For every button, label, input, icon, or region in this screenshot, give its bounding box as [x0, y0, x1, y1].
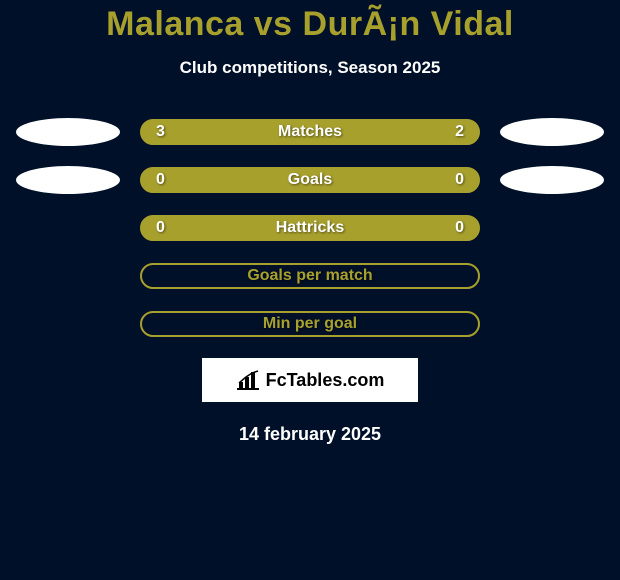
stat-row: 0Hattricks0 [0, 214, 620, 242]
stat-value-left: 0 [156, 171, 165, 189]
stat-label: Goals [142, 171, 478, 189]
stat-bar: Goals per match [140, 263, 480, 289]
brand-text: FcTables.com [266, 370, 385, 391]
avatar-spacer [500, 262, 604, 290]
stat-row: Min per goal [0, 310, 620, 338]
avatar-spacer [500, 310, 604, 338]
stat-rows: 3Matches20Goals00Hattricks0Goals per mat… [0, 118, 620, 338]
brand-box: FcTables.com [202, 358, 418, 402]
page-subtitle: Club competitions, Season 2025 [0, 58, 620, 78]
avatar-spacer [16, 214, 120, 242]
player-avatar-left [16, 118, 120, 146]
player-avatar-right [500, 166, 604, 194]
footer-date: 14 february 2025 [0, 424, 620, 445]
stat-label: Goals per match [142, 267, 478, 285]
stat-value-left: 3 [156, 123, 165, 141]
stat-bar: 0Goals0 [140, 167, 480, 193]
stat-row: Goals per match [0, 262, 620, 290]
stat-value-right: 0 [455, 219, 464, 237]
stat-bar: 0Hattricks0 [140, 215, 480, 241]
stat-bar: 3Matches2 [140, 119, 480, 145]
stat-label: Hattricks [142, 219, 478, 237]
avatar-spacer [16, 262, 120, 290]
avatar-spacer [500, 214, 604, 242]
comparison-infographic: Malanca vs DurÃ¡n Vidal Club competition… [0, 0, 620, 580]
stat-label: Min per goal [142, 315, 478, 333]
stat-value-right: 2 [455, 123, 464, 141]
stat-bar: Min per goal [140, 311, 480, 337]
stat-row: 3Matches2 [0, 118, 620, 146]
player-avatar-right [500, 118, 604, 146]
avatar-spacer [16, 310, 120, 338]
stat-label: Matches [142, 123, 478, 141]
bar-chart-icon [236, 370, 260, 390]
page-title: Malanca vs DurÃ¡n Vidal [0, 5, 620, 44]
player-avatar-left [16, 166, 120, 194]
stat-value-left: 0 [156, 219, 165, 237]
stat-value-right: 0 [455, 171, 464, 189]
stat-row: 0Goals0 [0, 166, 620, 194]
